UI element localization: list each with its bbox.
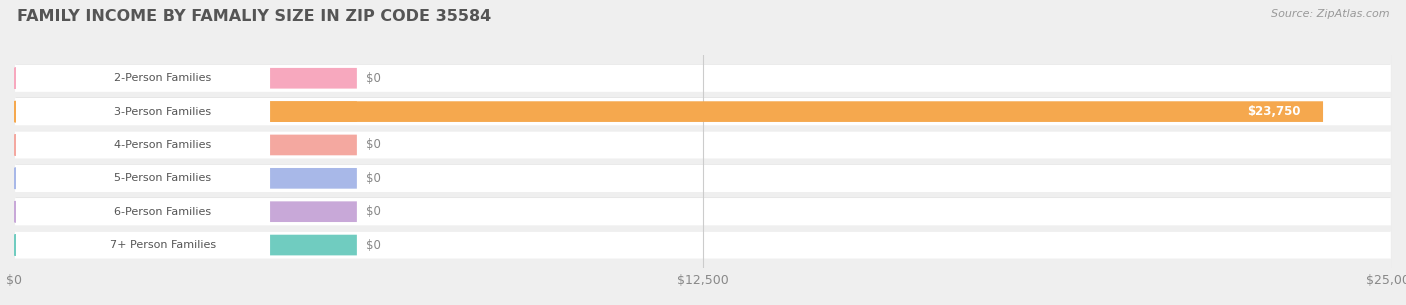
FancyBboxPatch shape <box>15 168 357 189</box>
FancyBboxPatch shape <box>15 101 1323 122</box>
FancyBboxPatch shape <box>15 99 270 125</box>
Text: 7+ Person Families: 7+ Person Families <box>110 240 217 250</box>
Text: 4-Person Families: 4-Person Families <box>114 140 212 150</box>
FancyBboxPatch shape <box>15 131 1391 158</box>
FancyBboxPatch shape <box>15 165 270 191</box>
Text: $0: $0 <box>366 72 381 85</box>
FancyBboxPatch shape <box>15 198 1391 225</box>
FancyBboxPatch shape <box>15 199 270 225</box>
FancyBboxPatch shape <box>15 198 1391 225</box>
Text: 2-Person Families: 2-Person Families <box>114 73 212 83</box>
Text: $0: $0 <box>366 138 381 152</box>
Text: 5-Person Families: 5-Person Families <box>114 173 211 183</box>
Text: 6-Person Families: 6-Person Families <box>114 207 211 217</box>
Text: 3-Person Families: 3-Person Families <box>114 107 211 117</box>
FancyBboxPatch shape <box>15 232 270 258</box>
FancyBboxPatch shape <box>15 165 1391 192</box>
FancyBboxPatch shape <box>15 98 1391 125</box>
FancyBboxPatch shape <box>15 231 1391 258</box>
FancyBboxPatch shape <box>15 164 1391 192</box>
FancyBboxPatch shape <box>15 131 1391 159</box>
FancyBboxPatch shape <box>15 132 270 158</box>
FancyBboxPatch shape <box>15 65 270 91</box>
Text: $0: $0 <box>366 172 381 185</box>
Text: $0: $0 <box>366 205 381 218</box>
FancyBboxPatch shape <box>15 64 1391 92</box>
FancyBboxPatch shape <box>15 235 357 255</box>
Text: FAMILY INCOME BY FAMALIY SIZE IN ZIP CODE 35584: FAMILY INCOME BY FAMALIY SIZE IN ZIP COD… <box>17 9 491 24</box>
FancyBboxPatch shape <box>15 231 1391 259</box>
FancyBboxPatch shape <box>15 98 1391 125</box>
Text: $0: $0 <box>366 239 381 252</box>
FancyBboxPatch shape <box>15 135 357 155</box>
FancyBboxPatch shape <box>15 101 357 122</box>
Text: Source: ZipAtlas.com: Source: ZipAtlas.com <box>1271 9 1389 19</box>
FancyBboxPatch shape <box>15 201 357 222</box>
FancyBboxPatch shape <box>15 65 1391 92</box>
Text: $23,750: $23,750 <box>1247 105 1301 118</box>
FancyBboxPatch shape <box>15 68 357 88</box>
